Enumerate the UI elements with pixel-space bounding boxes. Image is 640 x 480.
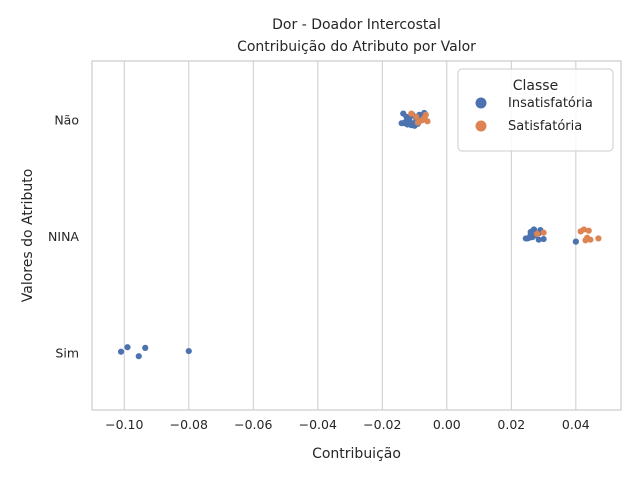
data-points bbox=[117, 109, 602, 360]
data-point bbox=[529, 234, 536, 241]
data-point bbox=[572, 238, 579, 245]
chart-title: Dor - Doador Intercostal bbox=[272, 17, 441, 33]
legend-marker bbox=[475, 120, 487, 132]
legend-label: Insatisfatória bbox=[508, 96, 593, 111]
data-point bbox=[577, 228, 584, 235]
y-tick-label: NINA bbox=[48, 229, 79, 244]
x-axis-label: Contribuição bbox=[312, 446, 401, 462]
data-point bbox=[587, 236, 594, 243]
data-point bbox=[522, 235, 529, 242]
data-point bbox=[534, 230, 541, 238]
data-point bbox=[540, 235, 547, 243]
x-tick-label: 0.00 bbox=[433, 417, 461, 432]
data-point bbox=[408, 110, 415, 117]
data-point bbox=[404, 121, 411, 128]
data-point bbox=[424, 118, 431, 125]
data-point bbox=[582, 237, 589, 244]
chart-subtitle: Contribuição do Atributo por Valor bbox=[237, 39, 476, 55]
x-tick-label: −0.06 bbox=[234, 417, 272, 432]
data-point bbox=[398, 120, 405, 127]
data-point bbox=[585, 227, 592, 234]
x-tick-label: −0.08 bbox=[170, 417, 208, 432]
x-tick-label: −0.10 bbox=[105, 417, 143, 432]
legend-title: Classe bbox=[513, 78, 558, 94]
plot-area bbox=[91, 60, 622, 411]
data-point bbox=[124, 344, 131, 351]
data-point bbox=[417, 117, 425, 124]
data-point bbox=[135, 353, 142, 360]
data-point bbox=[595, 235, 602, 242]
data-point bbox=[535, 236, 542, 243]
data-point bbox=[413, 113, 420, 120]
data-point bbox=[185, 347, 192, 355]
data-point bbox=[540, 229, 547, 236]
legend-items: Insatisfatória Satisfatória bbox=[475, 96, 593, 134]
x-tick-label: 0.04 bbox=[562, 417, 590, 432]
data-point bbox=[117, 348, 125, 355]
x-tick-label: −0.02 bbox=[363, 417, 401, 432]
x-tick-label: −0.04 bbox=[299, 417, 337, 432]
legend-marker bbox=[475, 97, 487, 109]
data-point bbox=[142, 344, 149, 351]
y-tick-label: Não bbox=[54, 113, 79, 128]
x-axis-ticks: −0.10 −0.08 −0.06 −0.04 −0.02 0.00 0.02 0.04 bbox=[105, 417, 590, 432]
legend: Classe Insatisfatória Satisfatória bbox=[457, 68, 614, 152]
y-axis-label: Valores do Atributo bbox=[20, 169, 36, 303]
legend-box bbox=[457, 68, 614, 152]
y-tick-label: Sim bbox=[55, 346, 79, 361]
legend-label: Satisfatória bbox=[508, 119, 582, 134]
y-axis-ticks: Não NINA Sim bbox=[48, 113, 79, 361]
x-tick-label: 0.02 bbox=[497, 417, 525, 432]
